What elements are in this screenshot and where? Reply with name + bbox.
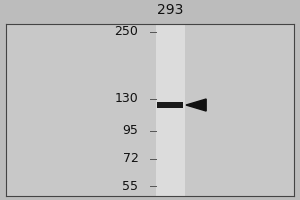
Polygon shape bbox=[186, 99, 206, 111]
Bar bbox=[157, 102, 183, 108]
Text: 250: 250 bbox=[115, 25, 139, 38]
Bar bbox=[156, 24, 184, 196]
Text: 130: 130 bbox=[115, 92, 139, 105]
Text: 55: 55 bbox=[122, 180, 139, 193]
Text: 72: 72 bbox=[123, 152, 139, 165]
Text: 293: 293 bbox=[157, 3, 183, 17]
Text: 95: 95 bbox=[123, 124, 139, 137]
